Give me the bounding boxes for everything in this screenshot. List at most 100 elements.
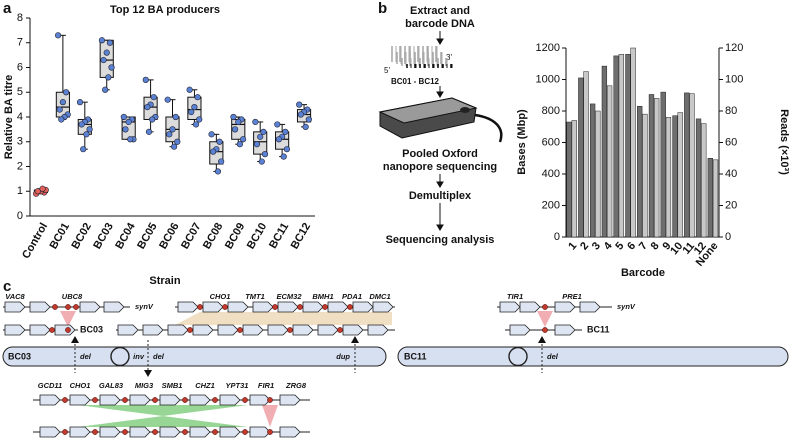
- gene-arrow: [4, 301, 26, 313]
- y2-tick-label: 100: [725, 73, 743, 85]
- y-tick-label: 200: [542, 199, 560, 211]
- data-point: [231, 126, 239, 133]
- duplication-shade: [175, 312, 392, 325]
- inversion-shade: [78, 405, 248, 427]
- gene-arrow: [279, 394, 301, 406]
- gene-arrow: [69, 394, 91, 406]
- gene-arrow: [267, 324, 289, 336]
- data-point: [191, 103, 198, 111]
- site: [62, 429, 68, 435]
- centromere: [110, 346, 130, 367]
- data-point: [274, 121, 281, 128]
- bar: [630, 47, 636, 238]
- bar: [660, 91, 666, 238]
- gene-arrow: [509, 324, 531, 336]
- gene-arrow: [519, 301, 541, 313]
- gene-arrow: [39, 394, 61, 406]
- data-point: [102, 86, 109, 93]
- bar: [625, 54, 631, 238]
- strand-end: 5': [384, 66, 390, 75]
- gene-arrow: [277, 301, 299, 313]
- label: del: [153, 352, 165, 361]
- bar: [712, 159, 719, 238]
- gene-arrow: [79, 301, 101, 313]
- x-tick-label: BC09: [223, 221, 247, 251]
- y-tick-label: 7: [17, 37, 23, 49]
- data-point: [150, 94, 157, 101]
- gene-arrow: [159, 426, 181, 438]
- site: [542, 327, 548, 333]
- bar: [637, 106, 643, 238]
- x-tick-label: BC03: [91, 221, 115, 251]
- site: [267, 429, 273, 435]
- y-tick-label: 8: [17, 12, 23, 24]
- bar: [684, 92, 690, 238]
- x-tick-label: 2: [578, 240, 591, 252]
- data-point: [258, 158, 265, 165]
- gene-arrow: [69, 426, 91, 438]
- site: [212, 429, 218, 435]
- data-point: [208, 131, 215, 138]
- gene-arrow: [579, 301, 601, 313]
- site: [122, 397, 128, 403]
- gene-arrow: [367, 324, 389, 336]
- label: GCD11: [38, 381, 62, 390]
- data-point: [280, 153, 287, 160]
- gene-arrow: [4, 324, 26, 336]
- site: [237, 327, 243, 333]
- gene-arrow: [192, 324, 214, 336]
- site: [242, 429, 248, 435]
- chromosome: [397, 346, 789, 367]
- data-point: [78, 121, 85, 128]
- site: [272, 304, 278, 310]
- bar: [606, 85, 613, 238]
- x-tick-label: 7: [637, 240, 650, 252]
- data-point: [192, 121, 200, 128]
- gene-arrow: [217, 324, 239, 336]
- label: synV: [135, 302, 154, 311]
- data-point: [125, 118, 132, 126]
- data-point: [216, 138, 223, 145]
- bar: [618, 54, 625, 238]
- deletion-shade: [262, 405, 278, 427]
- x-tick-label: 5: [613, 240, 626, 252]
- label: BC03: [80, 324, 103, 334]
- x-tick-label: BC11: [267, 221, 291, 251]
- panel-label: b: [378, 0, 387, 17]
- gene-arrow: [372, 301, 394, 313]
- label: SMB1: [162, 381, 183, 390]
- x-tick-label: 4: [602, 239, 616, 252]
- y-tick-label: 5: [17, 86, 23, 98]
- gene-arrow: [249, 426, 271, 438]
- workflow-step: Demultiplex: [409, 190, 472, 202]
- y-tick-label: 1: [17, 185, 23, 197]
- panel-label: c: [3, 278, 11, 295]
- y-tick-label: 0: [554, 231, 560, 243]
- gene-arrow: [219, 394, 241, 406]
- label: ZRG8: [285, 381, 307, 390]
- y-tick-label: 0: [17, 210, 23, 222]
- panel-label: a: [3, 0, 12, 17]
- bar: [571, 120, 577, 238]
- gene-arrow: [129, 426, 151, 438]
- x-tick-label: BC06: [157, 221, 181, 251]
- data-point: [149, 116, 156, 123]
- arrowhead: [351, 336, 359, 343]
- workflow-step: Pooled Oxford: [402, 148, 478, 160]
- data-point: [62, 89, 70, 96]
- box: [253, 131, 268, 155]
- site: [92, 397, 98, 403]
- data-point: [260, 128, 267, 135]
- x-tick-label: BC10: [245, 221, 269, 251]
- label-bg: [78, 323, 116, 337]
- gene-arrow: [249, 394, 271, 406]
- site: [122, 429, 128, 435]
- site: [542, 304, 548, 310]
- label: inv: [133, 352, 145, 361]
- y-tick-label: 800: [542, 105, 560, 117]
- gene-arrow: [327, 301, 349, 313]
- bar: [707, 158, 713, 238]
- workflow-step: Sequencing analysis: [386, 234, 495, 246]
- arrowhead: [144, 370, 152, 377]
- label: TIR1: [507, 292, 523, 301]
